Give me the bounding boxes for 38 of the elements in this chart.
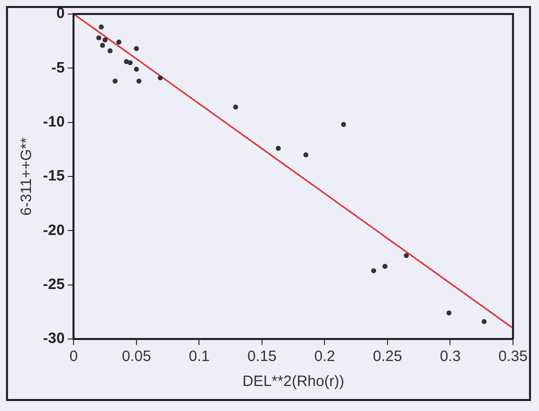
point xyxy=(134,66,139,72)
point xyxy=(382,264,388,269)
x-tick-label: 0.1 xyxy=(188,348,210,366)
y-tick-label: 0 xyxy=(56,5,65,22)
y-tick-label: -15 xyxy=(42,168,65,185)
x-tick-label: 0.2 xyxy=(314,348,336,366)
point xyxy=(128,60,133,66)
point xyxy=(233,104,238,110)
point xyxy=(158,75,163,80)
point xyxy=(446,310,452,316)
point xyxy=(112,78,118,84)
point xyxy=(134,46,139,52)
y-tick-label: -25 xyxy=(42,276,65,293)
point xyxy=(482,319,487,324)
point xyxy=(303,152,308,158)
x-tick-label: 0.35 xyxy=(498,348,528,366)
y-tick-label: -5 xyxy=(51,59,65,76)
point xyxy=(116,40,122,45)
x-tick-label: 0.05 xyxy=(122,348,152,366)
point xyxy=(98,24,104,30)
point xyxy=(96,35,102,40)
point xyxy=(108,48,113,54)
point xyxy=(341,122,346,127)
y-tick-label: -20 xyxy=(42,222,65,239)
x-tick-label: 0.25 xyxy=(372,348,402,366)
point xyxy=(102,38,108,42)
x-axis-title: DEL**2(Rho(r)) xyxy=(242,373,344,390)
point xyxy=(371,268,376,274)
point xyxy=(100,42,106,48)
point xyxy=(136,78,142,84)
x-tick-label: 0.15 xyxy=(247,348,277,366)
y-axis-title: 6-311++G** xyxy=(18,137,36,216)
x-tick-label: 0.3 xyxy=(440,348,461,366)
y-tick-label: -30 xyxy=(42,330,65,348)
x-tick-label: 0 xyxy=(70,348,78,366)
point xyxy=(404,253,409,258)
y-tick-label: -10 xyxy=(42,113,65,130)
point xyxy=(276,146,281,151)
